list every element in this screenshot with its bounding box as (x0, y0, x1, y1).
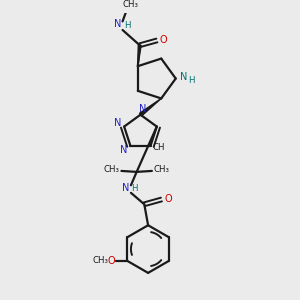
Text: CH: CH (153, 143, 165, 152)
Polygon shape (140, 98, 161, 116)
Text: N: N (120, 145, 127, 154)
Text: CH₃: CH₃ (122, 0, 138, 9)
Text: CH₃: CH₃ (93, 256, 109, 266)
Text: N: N (122, 183, 130, 193)
Polygon shape (138, 45, 141, 66)
Text: N: N (114, 118, 121, 128)
Text: O: O (107, 256, 115, 266)
Text: H: H (124, 21, 130, 30)
Text: N: N (139, 104, 146, 114)
Text: CH₃: CH₃ (153, 166, 170, 175)
Text: CH₃: CH₃ (104, 166, 120, 175)
Text: N: N (180, 72, 187, 82)
Text: O: O (164, 194, 172, 204)
Text: H: H (188, 76, 194, 85)
Text: O: O (160, 34, 167, 44)
Text: H: H (131, 184, 138, 193)
Text: N: N (114, 19, 122, 29)
